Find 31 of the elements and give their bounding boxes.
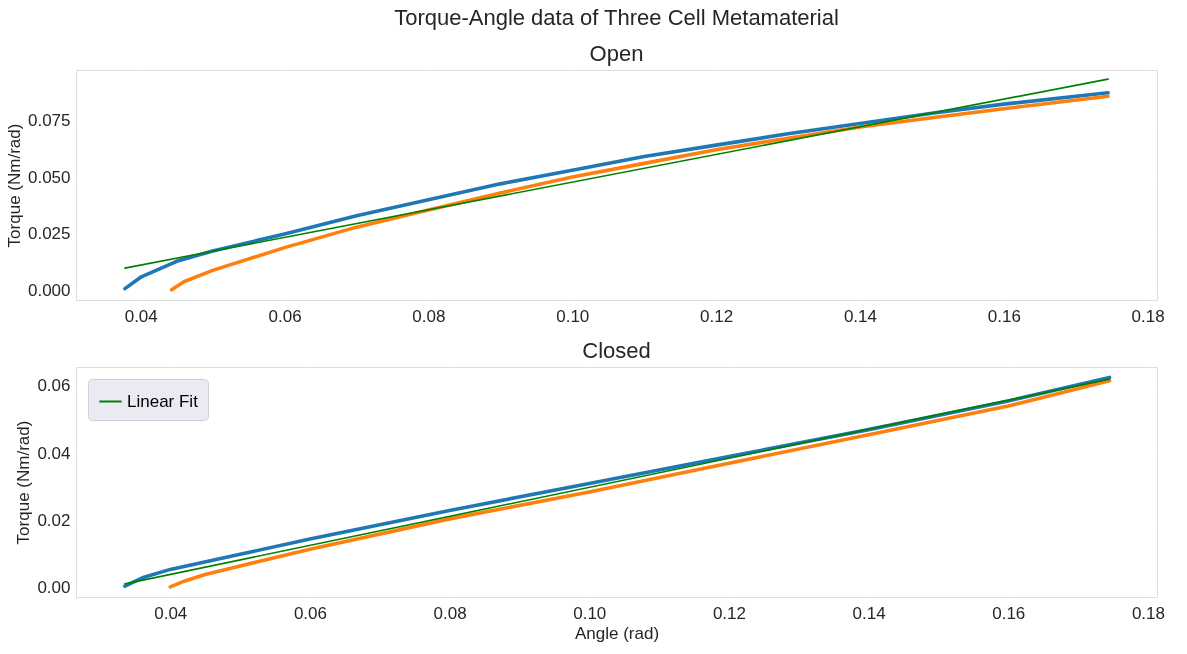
- x-tick-label: 0.14: [852, 603, 886, 623]
- x-tick-label: 0.10: [556, 306, 590, 326]
- x-tick-label: 0.04: [124, 306, 158, 326]
- x-tick-label: 0.16: [987, 306, 1021, 326]
- x-tick-label: 0.10: [573, 603, 607, 623]
- y-tick-label: 0.04: [37, 443, 71, 463]
- y-tick-label: 0.00: [37, 578, 71, 598]
- y-tick-label: 0.075: [27, 110, 71, 130]
- x-tick-label: 0.08: [433, 603, 467, 623]
- chart-title: Torque-Angle data of Three Cell Metamaterial: [394, 5, 839, 30]
- x-tick-label: 0.06: [268, 306, 302, 326]
- chart-subtitle: Open: [589, 41, 644, 66]
- x-tick-label: 0.12: [712, 603, 746, 623]
- y-axis-title: Torque (Nm/rad): [14, 420, 34, 545]
- y-tick-label: 0.025: [27, 224, 71, 244]
- x-tick-label: 0.16: [992, 603, 1026, 623]
- x-tick-label: 0.06: [293, 603, 327, 623]
- y-tick-label: 0.050: [27, 167, 71, 187]
- x-tick-label: 0.14: [843, 306, 878, 326]
- x-tick-label: 0.08: [412, 306, 446, 326]
- x-tick-label: 0.04: [154, 603, 188, 623]
- y-tick-label: 0.02: [37, 511, 71, 531]
- legend-label: Linear Fit: [127, 391, 199, 411]
- y-tick-label: 0.000: [27, 281, 71, 301]
- x-axis-title: Angle (rad): [574, 623, 660, 643]
- chart-title: Closed: [582, 338, 651, 363]
- y-axis-title: Torque (Nm/rad): [4, 123, 24, 248]
- x-tick-label: 0.12: [700, 306, 734, 326]
- x-tick-label: 0.18: [1131, 603, 1165, 623]
- y-tick-label: 0.06: [37, 376, 71, 396]
- x-tick-label: 0.18: [1131, 306, 1165, 326]
